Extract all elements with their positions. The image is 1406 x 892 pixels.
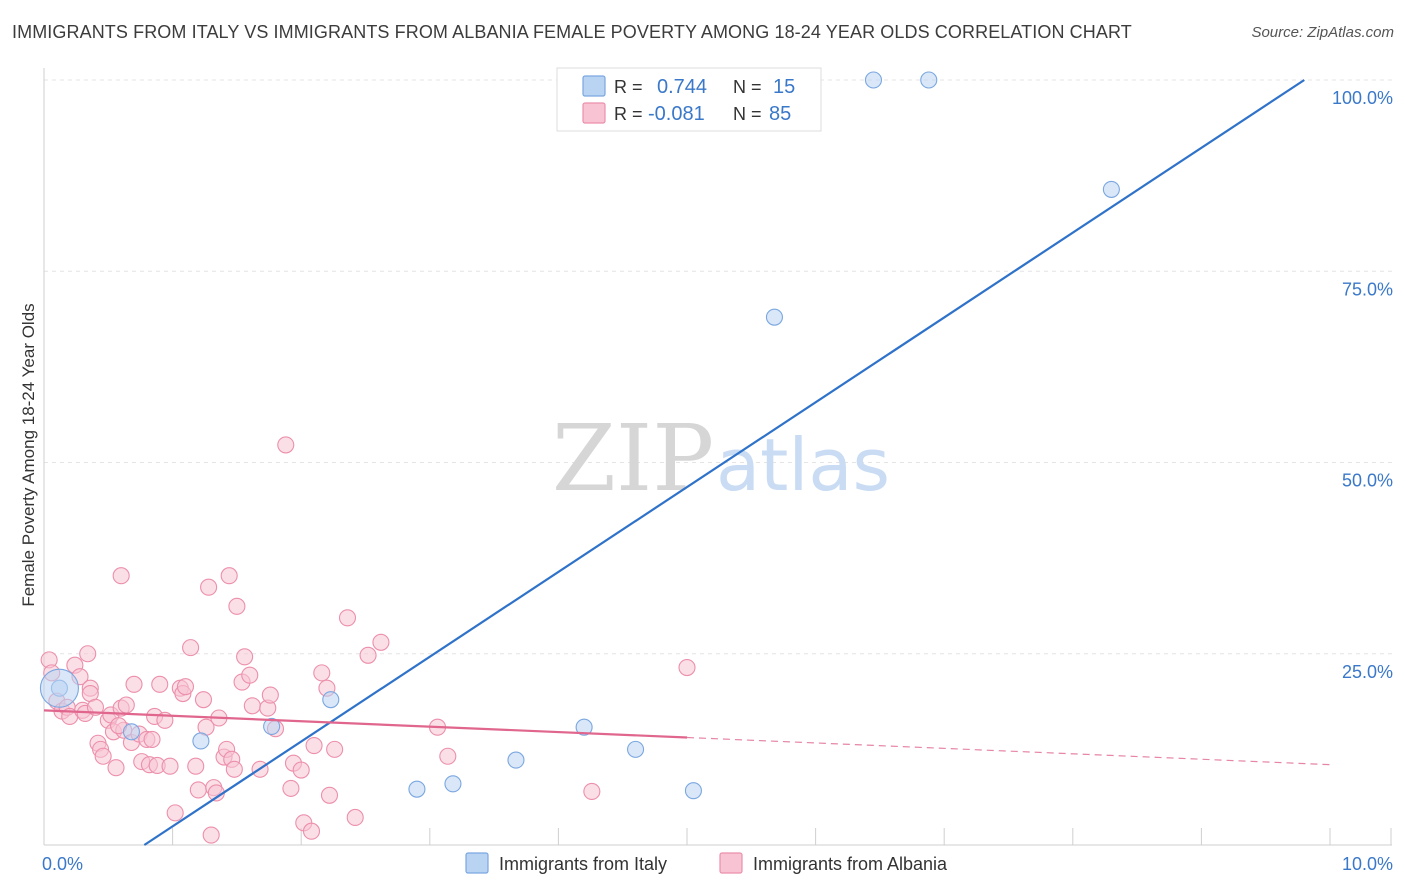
legend-n-label-albania: N = xyxy=(733,104,762,124)
legend: R = 0.744 N = 15 R = -0.081 N = 85 xyxy=(556,67,822,132)
trend-layer xyxy=(43,79,1331,846)
point-albania-82 xyxy=(583,782,601,801)
point-albania-56 xyxy=(228,597,246,615)
point-albania-65 xyxy=(277,436,295,454)
point-albania-36 xyxy=(161,757,179,775)
point-italy-11 xyxy=(765,308,783,326)
trendline-albania xyxy=(43,709,688,739)
legend-r-value-italy: 0.744 xyxy=(657,76,707,98)
x-tick-label-0: 0.0% xyxy=(42,854,83,874)
point-albania-75 xyxy=(326,740,344,758)
point-italy-2 xyxy=(192,732,210,750)
point-albania-58 xyxy=(236,648,254,666)
x-tick-label-1: 10.0% xyxy=(1342,854,1393,874)
legend-n-value-italy: 15 xyxy=(773,76,795,98)
point-albania-53 xyxy=(220,567,238,585)
trendline-italy xyxy=(143,79,1305,846)
point-albania-59 xyxy=(241,666,259,684)
point-italy-10 xyxy=(684,782,702,800)
axes xyxy=(43,68,1392,846)
point-albania-16 xyxy=(94,747,112,765)
point-albania-74 xyxy=(320,786,339,804)
point-albania-70 xyxy=(302,822,321,840)
watermark: ZIP atlas xyxy=(552,405,890,512)
point-albania-68 xyxy=(292,761,310,779)
point-albania-47 xyxy=(202,826,220,844)
point-albania-31 xyxy=(143,730,161,748)
point-albania-44 xyxy=(194,691,213,709)
point-albania-71 xyxy=(305,736,323,755)
point-italy-6 xyxy=(444,775,462,793)
legend-swatch-albania xyxy=(582,102,606,124)
bottom-legend-label-albania: Immigrants from Albania xyxy=(753,854,948,874)
point-albania-77 xyxy=(346,808,364,827)
y-tick-label-0: 25.0% xyxy=(1342,662,1393,682)
point-albania-60 xyxy=(243,697,261,715)
point-albania-63 xyxy=(261,686,279,704)
chart-source: Source: ZipAtlas.com xyxy=(1251,24,1394,41)
legend-r-label-italy: R = xyxy=(614,77,643,97)
point-albania-24 xyxy=(117,696,135,714)
legend-swatch-italy xyxy=(582,75,606,97)
point-albania-10 xyxy=(79,645,97,663)
point-albania-43 xyxy=(189,781,207,799)
point-italy-5 xyxy=(408,780,426,798)
gridlines xyxy=(44,79,1392,655)
point-albania-34 xyxy=(151,675,169,693)
bottom-legend: Immigrants from Italy Immigrants from Al… xyxy=(465,852,948,874)
point-albania-46 xyxy=(200,578,218,596)
legend-r-label-albania: R = xyxy=(614,104,643,124)
point-italy-7 xyxy=(507,751,525,769)
bottom-legend-swatch-albania xyxy=(719,852,743,874)
point-albania-76 xyxy=(338,609,357,627)
point-italy-13 xyxy=(920,71,938,89)
point-albania-55 xyxy=(225,760,243,778)
chart-title: IMMIGRANTS FROM ITALY VS IMMIGRANTS FROM… xyxy=(12,22,1132,42)
y-axis-label: Female Poverty Among 18-24 Year Olds xyxy=(19,303,38,606)
tick-labels: 25.0% 50.0% 75.0% 100.0% 0.0% 10.0% xyxy=(42,88,1393,874)
point-albania-37 xyxy=(166,804,184,822)
bottom-legend-swatch-italy xyxy=(465,852,489,874)
point-italy-4 xyxy=(322,691,340,709)
watermark-atlas: atlas xyxy=(716,423,890,507)
point-italy-8 xyxy=(575,718,593,736)
legend-n-value-albania: 85 xyxy=(769,103,791,125)
point-italy-1 xyxy=(122,723,140,741)
point-albania-78 xyxy=(359,646,377,664)
points-layer xyxy=(39,71,1120,844)
point-albania-72 xyxy=(313,664,331,682)
y-tick-label-1: 50.0% xyxy=(1342,471,1393,491)
point-albania-26 xyxy=(125,675,143,693)
bottom-legend-label-italy: Immigrants from Italy xyxy=(499,854,667,874)
point-albania-79 xyxy=(372,633,390,651)
y-tick-label-2: 75.0% xyxy=(1342,279,1393,299)
point-albania-40 xyxy=(176,678,195,696)
point-albania-83 xyxy=(678,658,696,677)
y-tick-label-3: 100.0% xyxy=(1332,88,1393,108)
legend-r-value-albania: -0.081 xyxy=(648,103,705,125)
watermark-zip: ZIP xyxy=(552,405,714,512)
point-albania-42 xyxy=(187,757,205,775)
legend-n-label-italy: N = xyxy=(733,77,762,97)
point-italy-14 xyxy=(1102,180,1120,198)
point-italy-large xyxy=(39,668,79,708)
point-albania-20 xyxy=(107,759,125,777)
point-albania-66 xyxy=(282,779,300,797)
point-albania-41 xyxy=(182,639,200,657)
point-albania-21 xyxy=(112,567,130,585)
point-italy-3 xyxy=(263,717,281,735)
trendline-albania-dashed xyxy=(686,736,1331,766)
point-albania-81 xyxy=(439,747,457,765)
point-italy-9 xyxy=(627,740,645,758)
point-italy-12 xyxy=(864,71,883,89)
